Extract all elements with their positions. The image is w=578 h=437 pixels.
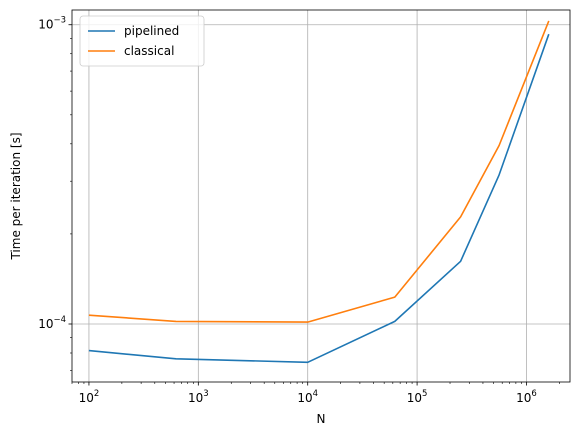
y-axis-label: Time per iteration [s]: [9, 132, 23, 260]
legend: pipelined classical: [79, 15, 205, 67]
grid-lines: [72, 10, 570, 382]
x-tick-label-exponent: 5: [422, 389, 427, 399]
y-tick-label: 10−4: [38, 315, 66, 331]
y-tick-label-base: 10: [38, 317, 53, 331]
y-tick-label-exponent: −4: [53, 315, 66, 325]
x-axis-label: N: [317, 412, 326, 426]
x-tick-label-exponent: 2: [94, 389, 99, 399]
x-tick-label: 105: [407, 389, 428, 405]
x-tick-label: 104: [297, 389, 318, 405]
series-line-classical: [88, 20, 550, 323]
legend-box: [79, 15, 205, 67]
x-tick-label-base: 10: [516, 391, 531, 405]
plot-frame: [71, 9, 571, 383]
x-tick-label-exponent: 6: [531, 389, 536, 399]
x-tick-label: 103: [188, 389, 209, 405]
x-tick-label: 102: [79, 389, 100, 405]
x-tick-label-exponent: 4: [313, 389, 318, 399]
y-tick-label-base: 10: [38, 18, 53, 32]
series-line-pipelined: [88, 33, 550, 364]
series-lines: [88, 20, 550, 364]
x-tick-label: 106: [516, 389, 537, 405]
x-tick-label-base: 10: [407, 391, 422, 405]
major-ticks: [68, 24, 527, 386]
y-tick-label-exponent: −3: [53, 16, 66, 26]
x-tick-label-base: 10: [79, 391, 94, 405]
x-tick-label-base: 10: [297, 391, 312, 405]
x-tick-label-base: 10: [188, 391, 203, 405]
legend-label: classical: [124, 44, 174, 58]
y-tick-label: 10−3: [38, 16, 66, 32]
x-tick-label-exponent: 3: [203, 389, 208, 399]
legend-label: pipelined: [124, 24, 179, 38]
